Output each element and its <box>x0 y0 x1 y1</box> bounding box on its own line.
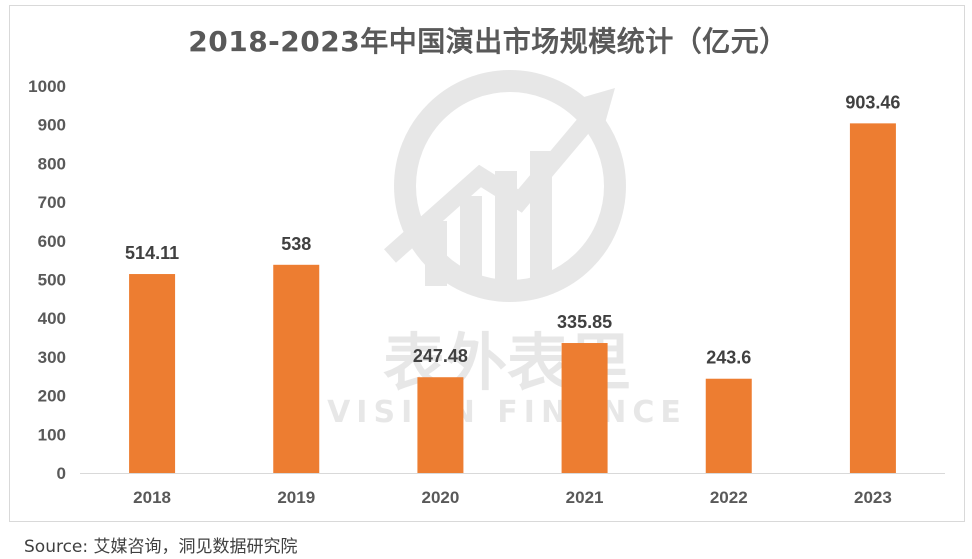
bar-2019 <box>273 264 320 473</box>
bar-2023 <box>849 123 896 474</box>
y-tick-label: 600 <box>38 232 66 251</box>
x-tick-label-2023: 2023 <box>854 488 892 507</box>
x-tick-label-2020: 2020 <box>422 488 460 507</box>
watermark-en: VISION FINANCE <box>327 395 687 430</box>
y-axis-ticks: 0 100 200 300 400 500 600 700 800 900 1000 <box>28 77 66 483</box>
data-label-2019: 538 <box>281 234 311 254</box>
data-label-2022: 243.6 <box>706 348 751 368</box>
y-tick-label: 1000 <box>28 77 66 96</box>
chart-frame: 2018-2023年中国演出市场规模统计（亿元） 表外表里 VISION FIN… <box>9 5 965 522</box>
bar-chart: 表外表里 VISION FINANCE 0 100 200 300 400 500 600 7… <box>28 70 945 507</box>
chart-title: 2018-2023年中国演出市场规模统计（亿元） <box>188 25 788 58</box>
y-tick-label: 400 <box>38 309 66 328</box>
y-tick-label: 300 <box>38 348 66 367</box>
y-tick-label: 700 <box>38 193 66 212</box>
source-note: Source: 艾媒咨询，洞见数据研究院 <box>24 537 298 557</box>
watermark-logo: 表外表里 VISION FINANCE <box>327 70 687 430</box>
bar-2020 <box>417 377 464 473</box>
x-axis-ticks: 2018 2019 2020 2021 2022 2023 <box>133 488 892 507</box>
data-label-2018: 514.11 <box>125 243 179 263</box>
bar-2022 <box>705 378 752 473</box>
x-tick-label-2021: 2021 <box>566 488 604 507</box>
y-tick-label: 900 <box>38 116 66 135</box>
bar-2021 <box>561 343 608 473</box>
data-label-2021: 335.85 <box>557 312 612 332</box>
bar-2018 <box>129 274 176 473</box>
y-tick-label: 200 <box>38 387 66 406</box>
x-tick-label-2019: 2019 <box>277 488 315 507</box>
y-tick-label: 800 <box>38 154 66 173</box>
bars <box>129 123 896 474</box>
x-tick-label-2018: 2018 <box>133 488 171 507</box>
data-labels: 514.11 538 247.48 335.85 243.6 903.46 <box>125 92 900 367</box>
y-tick-label: 500 <box>38 271 66 290</box>
y-tick-label: 100 <box>38 425 66 444</box>
x-tick-label-2022: 2022 <box>710 488 748 507</box>
y-tick-label: 0 <box>57 464 66 483</box>
data-label-2020: 247.48 <box>413 346 468 366</box>
data-label-2023: 903.46 <box>845 92 900 112</box>
